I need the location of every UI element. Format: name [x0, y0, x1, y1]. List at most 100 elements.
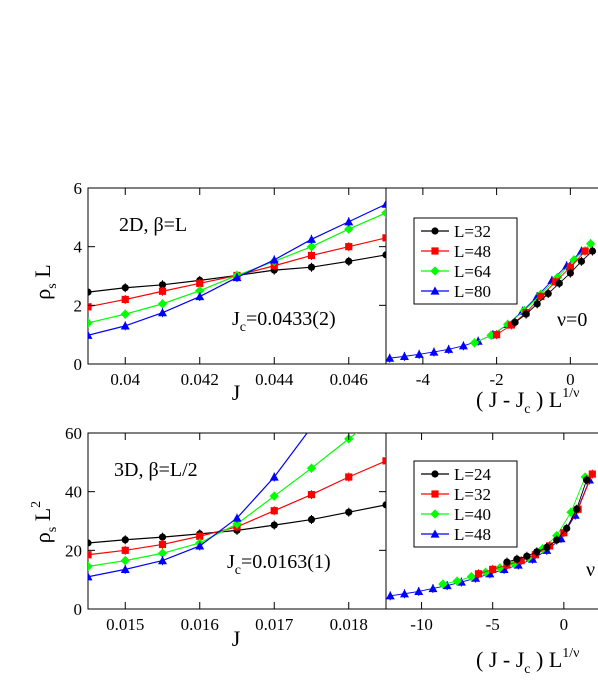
- bottom-left-series-0-point: [382, 501, 386, 509]
- bottom-left-ylabel-sup: 2: [29, 501, 44, 508]
- top-left-series-3-point: [232, 272, 242, 282]
- top-left-ylabel-tail: L: [30, 264, 55, 283]
- top-left-xtick-label: 0.046: [330, 370, 368, 389]
- top-right-series-3-point: [544, 290, 552, 298]
- top-left-series-2-point: [195, 285, 205, 296]
- bottom-left-series-0-point: [345, 508, 353, 516]
- bottom-left-series-2-point: [269, 491, 279, 501]
- bottom-right-series-2-point: [517, 557, 525, 565]
- bottom-left-xtick-label: 0.018: [330, 615, 368, 634]
- bottom-right-series-0-point: [471, 573, 481, 582]
- bottom-right-series-3-point: [553, 536, 561, 544]
- bottom-left-series-3-point: [158, 556, 167, 565]
- top-right-legend-marker: [431, 227, 439, 235]
- top-left-series-3-point: [381, 199, 386, 208]
- panel-bottom-right: [386, 469, 596, 601]
- top-right-legend-label: L=32: [454, 222, 491, 241]
- bottom-left-series-1-point: [88, 551, 92, 559]
- top-left-xtick-label: 0.042: [181, 370, 219, 389]
- top-right-series-3-point: [566, 269, 574, 277]
- bottom-right-series-0-point: [386, 591, 395, 600]
- bottom-right-series-1-point: [480, 567, 491, 578]
- bottom-left-xtick-label: 0.015: [106, 615, 144, 634]
- top-right-series-1-point: [585, 239, 596, 249]
- top-right-series-0-point: [458, 341, 468, 350]
- panel-top-left-frame: [87, 187, 387, 365]
- bottom-right-legend-marker: [430, 529, 440, 538]
- bottom-left-series-2-point: [157, 548, 168, 558]
- top-left-series-0-point: [307, 263, 316, 271]
- bottom-left-result-value: =0.0163(1): [241, 551, 331, 573]
- bottom-left-series-2-line: [88, 433, 358, 568]
- bottom-right-legend-label: L=24: [454, 465, 491, 484]
- bottom-right-series-3-point: [533, 548, 541, 556]
- bottom-right-nu: ν: [586, 559, 595, 581]
- top-right-series-2-point: [552, 278, 560, 286]
- top-left-series-3-point: [88, 330, 93, 339]
- top-left-result-value: =0.0433(2): [246, 308, 336, 330]
- bottom-left-series-2-point: [366, 417, 375, 426]
- bottom-left-xtick-label: 0.016: [181, 615, 219, 634]
- top-right-series-2-point: [581, 247, 589, 255]
- bottom-right-series-0-point: [499, 564, 509, 573]
- bottom-left-ytick-label: 0: [74, 600, 83, 619]
- bottom-right-series-0-point: [414, 586, 424, 595]
- top-right-legend-label: L=64: [454, 262, 491, 281]
- panel-top-left: [88, 199, 386, 340]
- top-left-ylabel: ρs L: [30, 264, 60, 299]
- bottom-right-series-3-point: [543, 543, 551, 552]
- top-left-series-1-point: [121, 295, 129, 304]
- top-right-series-0-point: [444, 344, 454, 353]
- top-right-series-0-point: [414, 349, 424, 358]
- bottom-right-series-0-point: [442, 581, 452, 590]
- bottom-right-xtick-label: 0: [560, 615, 569, 634]
- top-right-xtick-label: -2: [490, 370, 504, 389]
- bottom-left-series-1-point: [158, 540, 167, 549]
- bottom-right-xlabel-tail: ) L: [531, 647, 563, 672]
- top-left-xlabel: J: [232, 380, 241, 405]
- top-right-legend-label: L=48: [454, 242, 491, 261]
- bottom-right-series-3-point: [513, 555, 521, 563]
- bottom-right-legend-label: L=32: [454, 485, 491, 504]
- panel-bottom-left: [88, 417, 386, 582]
- bottom-left-xtick-label: 0.017: [255, 615, 294, 634]
- bottom-left-result-prefix: J: [227, 551, 235, 573]
- bottom-right-series-1-point: [466, 572, 477, 582]
- top-right-series-3-point: [511, 318, 519, 326]
- top-right-legend-marker: [431, 247, 439, 255]
- bottom-right-legend-marker: [431, 470, 439, 478]
- bottom-left-ylabel: ρs L2: [29, 501, 60, 543]
- top-right-series-1-point: [486, 330, 496, 340]
- top-left-result: Jc=0.0433(2): [232, 308, 336, 335]
- top-right-xlabel-main: ( J - J: [476, 387, 525, 412]
- bottom-right-series-0-point: [428, 583, 438, 593]
- top-left-series-3-point: [344, 217, 354, 226]
- bottom-left-series-0-point: [121, 536, 129, 544]
- bottom-left-ytick-label: 40: [65, 483, 82, 502]
- bottom-left-ytick-label: 60: [65, 424, 82, 443]
- top-right-series-1-point: [469, 338, 480, 348]
- bottom-left-series-2-point: [306, 463, 317, 473]
- bottom-right-series-0-point: [528, 554, 538, 563]
- bottom-right-legend: [413, 460, 518, 548]
- top-left-series-2-point: [381, 208, 386, 218]
- bottom-left-series-3-point: [195, 541, 205, 550]
- bottom-right-series-2-point: [560, 529, 568, 537]
- top-right-series-3-point: [555, 279, 563, 287]
- top-left-series-0-point: [345, 257, 353, 265]
- top-left-series-0-point: [88, 288, 92, 296]
- top-right-series-1-point: [569, 255, 579, 265]
- top-left-series-1-point: [345, 243, 353, 251]
- bottom-left-series-3-point: [269, 472, 279, 481]
- bottom-right-series-1-point: [495, 563, 505, 573]
- bottom-right-series-1-point: [452, 576, 462, 586]
- bottom-left-ytick-label: 20: [65, 541, 82, 560]
- bottom-left-series-0-point: [158, 533, 167, 541]
- top-right-series-3-point: [577, 257, 586, 265]
- top-right-legend-marker: [430, 286, 440, 295]
- bottom-right-legend-label: L=48: [454, 525, 491, 544]
- bottom-right-xtick-label: -10: [410, 615, 433, 634]
- top-left-ytick-label: 6: [74, 179, 83, 198]
